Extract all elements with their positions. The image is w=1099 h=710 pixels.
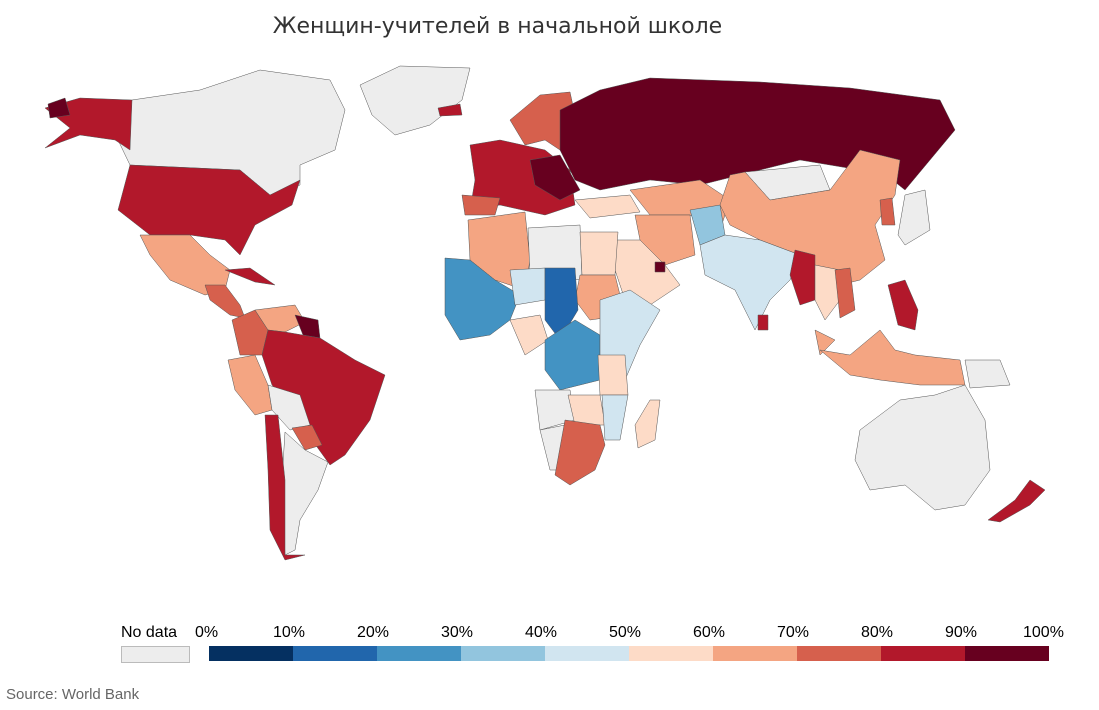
legend-tick-label: 50% (609, 624, 642, 641)
legend-bin (377, 646, 461, 661)
legend-bin (713, 646, 797, 661)
region-korea (879, 197, 896, 226)
legend-bin (629, 646, 713, 661)
region-alaska-tip (47, 97, 71, 119)
legend-tick-label: 30% (441, 624, 474, 641)
region-iceland (437, 103, 463, 117)
region-central-america (204, 284, 246, 319)
legend-color-scale (209, 646, 1049, 661)
region-sri-lanka (757, 314, 769, 331)
world-map (44, 65, 1046, 561)
legend-bin (209, 646, 293, 661)
region-malaysia (814, 329, 836, 356)
legend-bin (797, 646, 881, 661)
legend-tick-label: 70% (777, 624, 810, 641)
source-note: Source: World Bank (6, 686, 140, 703)
region-turkey (574, 194, 641, 219)
region-venezuela (254, 304, 306, 333)
legend-tick-label: 20% (357, 624, 390, 641)
legend-bin (965, 646, 1049, 661)
region-new-zealand (987, 479, 1046, 523)
region-greenland (359, 65, 471, 136)
region-gulf (654, 261, 666, 273)
legend-bin (545, 646, 629, 661)
legend-tick-label: 100% (1023, 624, 1064, 641)
region-indonesia (819, 329, 966, 386)
region-india (699, 234, 801, 331)
region-niger (509, 267, 546, 306)
region-australia (854, 384, 991, 511)
region-mozambique (601, 394, 629, 441)
legend-tick-label: 10% (273, 624, 306, 641)
region-southern-africa (554, 419, 606, 486)
legend-no-data-swatch (121, 646, 190, 663)
legend-tick-label: 80% (861, 624, 894, 641)
region-caribbean (224, 267, 276, 286)
region-paraguay (291, 424, 323, 451)
legend-tick-label: 60% (693, 624, 726, 641)
legend-tick-label: 90% (945, 624, 978, 641)
region-iberia (461, 194, 501, 216)
region-usa (117, 164, 301, 256)
region-china (719, 149, 901, 291)
legend-bin (461, 646, 545, 661)
region-vietnam (834, 267, 856, 319)
region-madagascar (634, 399, 661, 449)
region-nigeria (509, 314, 549, 356)
region-iran (634, 214, 696, 266)
map-title: Женщин-учителей в начальной школе (272, 14, 723, 39)
region-chile (264, 414, 306, 561)
region-thailand (814, 264, 841, 321)
region-myanmar (789, 249, 816, 306)
region-japan (897, 189, 931, 246)
legend-bin (881, 646, 965, 661)
region-tanzania (597, 354, 629, 396)
legend-tick-label: 0% (195, 624, 219, 641)
legend-no-data-label: No data (121, 624, 178, 641)
region-png (964, 359, 1011, 389)
legend-tick-label: 40% (525, 624, 558, 641)
region-philippines (887, 279, 919, 331)
legend-bin (293, 646, 377, 661)
region-egypt (579, 231, 619, 276)
region-europe-central (529, 154, 581, 201)
